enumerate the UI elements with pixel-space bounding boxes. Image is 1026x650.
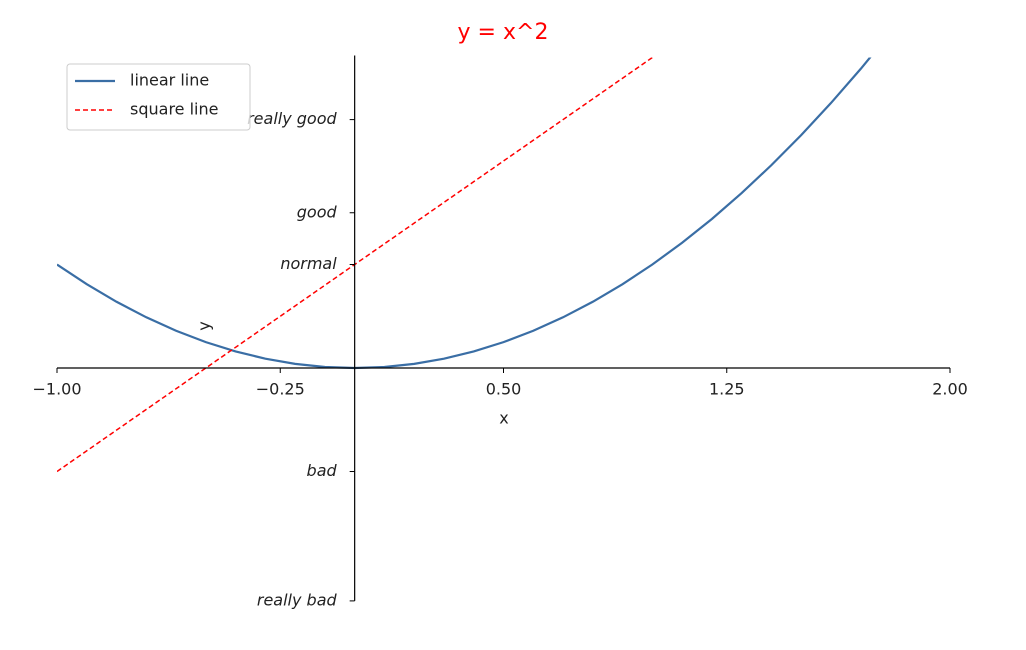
chart-title: y = x^2: [458, 20, 549, 45]
y-axis-label: y: [195, 321, 214, 330]
y-tick-label: really good: [247, 109, 337, 128]
line: [57, 57, 872, 370]
y-tick-label: really bad: [257, 590, 338, 609]
legend-label: square line: [130, 100, 218, 119]
x-tick-label: 1.25: [709, 380, 745, 399]
legend: linear line square line: [66, 63, 251, 131]
legend-label: linear line: [130, 71, 209, 90]
x-tick-label: −0.25: [256, 380, 305, 399]
y-tick-label: good: [297, 202, 338, 221]
x-tick-label: 2.00: [932, 380, 968, 399]
x-tick-label: −1.00: [32, 380, 81, 399]
plot-area: [57, 57, 872, 473]
y-tick-label: bad: [307, 461, 338, 480]
x-tick-label: 0.50: [486, 380, 522, 399]
y-tick-label: normal: [280, 254, 337, 273]
x-axis-label: x: [499, 409, 508, 428]
